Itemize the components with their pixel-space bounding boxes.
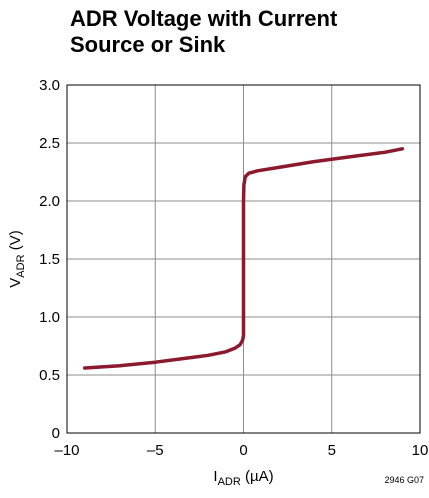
x-tick-label: –10 xyxy=(54,442,79,459)
x-tick-label: –5 xyxy=(147,442,164,459)
y-tick-label: 2.0 xyxy=(39,193,60,210)
y-tick-labels: 0 0.5 1.0 1.5 2.0 2.5 3.0 xyxy=(39,77,60,442)
x-axis-label-unit: (µA) xyxy=(241,468,274,485)
plot-frame xyxy=(66,84,421,434)
y-tick-label: 0 xyxy=(52,425,60,442)
y-axis-label-main: V xyxy=(7,278,24,288)
series-line xyxy=(82,147,405,370)
x-tick-labels: –10 –5 0 5 10 xyxy=(54,442,428,459)
y-tick-label: 1.5 xyxy=(39,251,60,268)
y-axis-label-unit: (V) xyxy=(7,230,24,254)
y-tick-label: 0.5 xyxy=(39,367,60,384)
y-axis-label: VADR (V) xyxy=(7,230,27,287)
x-axis-label-main: I xyxy=(213,468,217,485)
y-tick-label: 2.5 xyxy=(39,135,60,152)
y-tick-label: 3.0 xyxy=(39,77,60,94)
y-axis-label-sub: ADR xyxy=(15,254,27,277)
x-tick-label: 0 xyxy=(239,442,247,459)
x-axis-label: IADR (µA) xyxy=(213,468,273,488)
chart-title: ADR Voltage with Current Source or Sink xyxy=(70,6,338,57)
x-axis-label-sub: ADR xyxy=(218,476,241,488)
figure-code: 2946 G07 xyxy=(384,475,424,485)
y-tick-label: 1.0 xyxy=(39,309,60,326)
x-tick-label: 10 xyxy=(412,442,429,459)
x-tick-label: 5 xyxy=(328,442,336,459)
